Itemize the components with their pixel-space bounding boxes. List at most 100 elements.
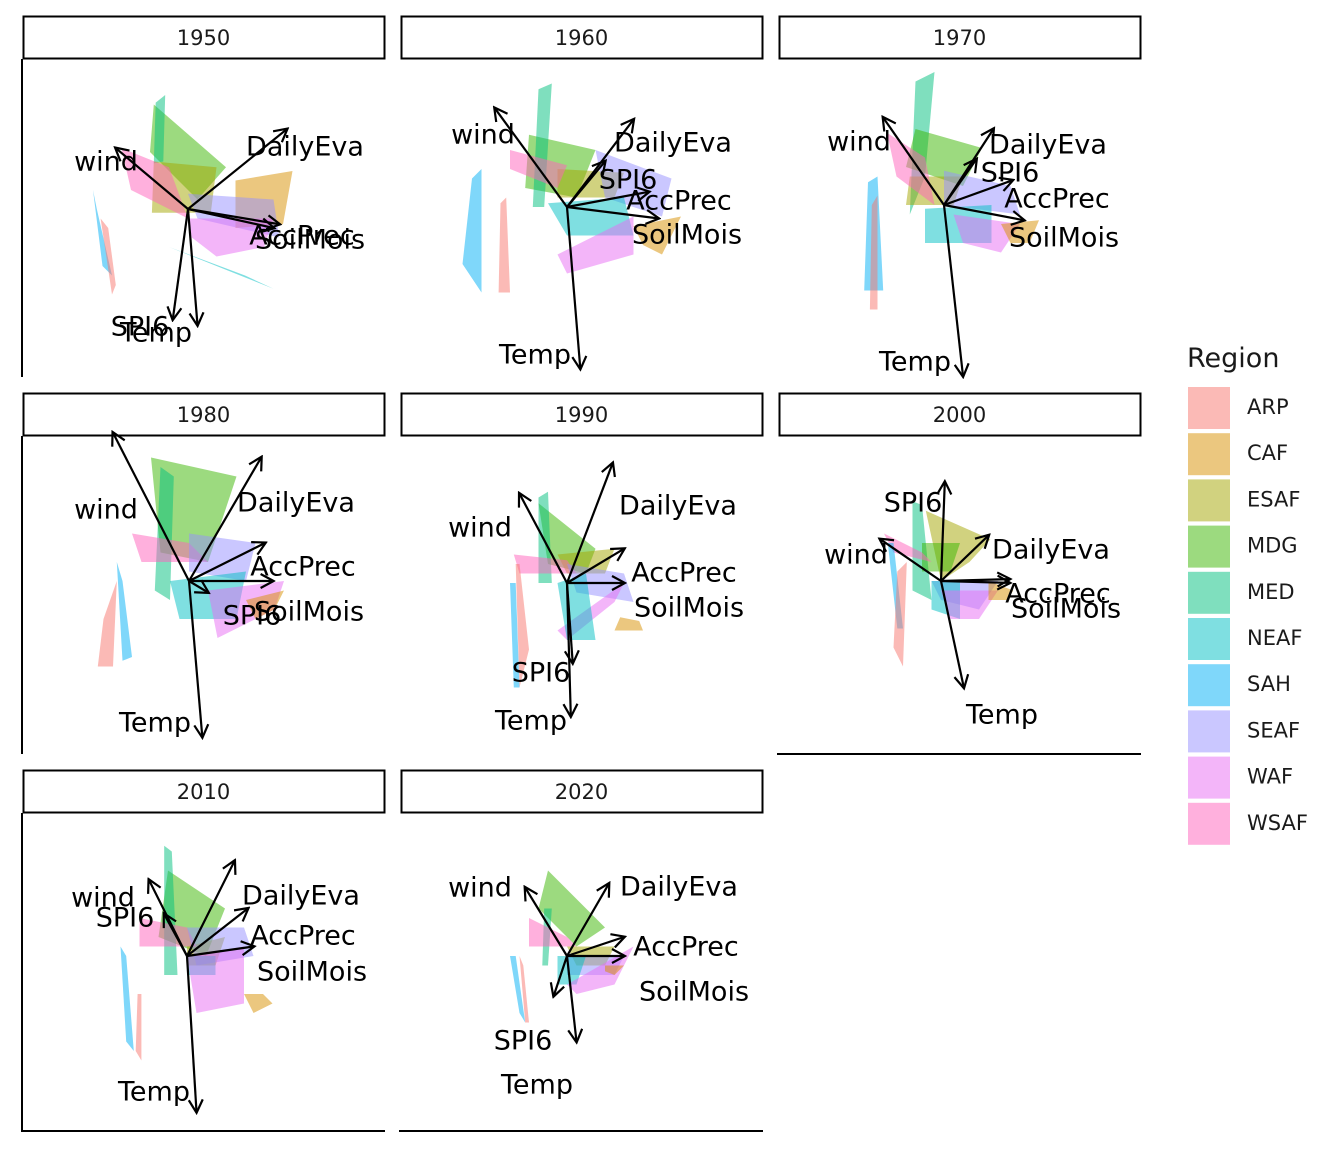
legend-label: SEAF bbox=[1247, 718, 1300, 742]
loading-arrow-temp bbox=[187, 580, 202, 737]
arrow-label-wind: wind bbox=[74, 147, 138, 178]
arrow-label-temp: Temp bbox=[119, 318, 192, 349]
legend-label: NEAF bbox=[1247, 626, 1302, 650]
arrow-label-wind: wind bbox=[74, 495, 138, 526]
hull-waf bbox=[187, 946, 244, 1013]
arrow-label-wind: wind bbox=[448, 513, 512, 544]
arrow-label-accprec: AccPrec bbox=[250, 921, 355, 952]
hull-wsaf bbox=[139, 918, 197, 947]
hull-mdg bbox=[538, 870, 605, 947]
arrow-label-dailyeva: DailyEva bbox=[619, 491, 737, 522]
hull-caf bbox=[1001, 220, 1039, 243]
hull-waf bbox=[941, 590, 998, 619]
loading-arrow-spi6 bbox=[943, 159, 976, 206]
facet-strip bbox=[400, 392, 764, 437]
hull-arp bbox=[135, 994, 142, 1061]
loading-arrow-soilmois bbox=[186, 947, 254, 958]
legend-swatch bbox=[1188, 433, 1230, 476]
legend-swatch bbox=[1188, 756, 1230, 799]
hull-wsaf bbox=[887, 132, 935, 205]
loading-arrow-wind bbox=[495, 108, 568, 208]
facet-strip bbox=[400, 769, 764, 814]
arrow-label-spi6: SPI6 bbox=[512, 658, 571, 689]
arrow-label-temp: Temp bbox=[118, 708, 191, 739]
loading-arrow-wind bbox=[520, 494, 568, 584]
facet-strip bbox=[778, 15, 1142, 60]
facet-strip-label: 2000 bbox=[933, 403, 986, 427]
legend-item-arp: ARP bbox=[1188, 387, 1289, 429]
loading-arrow-soilmois bbox=[187, 207, 274, 228]
loading-arrow-dailyeva bbox=[566, 884, 609, 957]
hull-arp bbox=[515, 564, 529, 688]
arrow-label-soilmois: SoilMois bbox=[257, 957, 367, 988]
legend-item-esaf: ESAF bbox=[1188, 479, 1300, 522]
hull-wsaf bbox=[884, 533, 932, 562]
loading-arrow-accprec bbox=[943, 180, 1012, 207]
arrow-label-dailyeva: DailyEva bbox=[614, 128, 732, 159]
legend-swatch bbox=[1188, 571, 1230, 614]
arrow-label-accprec: AccPrec bbox=[633, 932, 738, 963]
legend-label: ESAF bbox=[1247, 487, 1300, 511]
hull-arp bbox=[519, 956, 529, 1023]
arrow-label-wind: wind bbox=[827, 127, 891, 158]
legend-swatch bbox=[1188, 618, 1230, 660]
arrow-label-accprec: AccPrec bbox=[631, 558, 736, 589]
facet-strip bbox=[22, 769, 386, 814]
hull-seaf bbox=[944, 170, 1020, 215]
facet-strip-label: 1950 bbox=[177, 26, 230, 50]
loading-arrow-dailyeva bbox=[187, 129, 287, 210]
arrow-label-spi6: SPI6 bbox=[111, 312, 170, 343]
facet-strip bbox=[22, 392, 386, 437]
loading-arrow-wind bbox=[883, 118, 945, 206]
loading-arrow-spi6 bbox=[188, 581, 208, 592]
legend-swatch bbox=[1188, 664, 1230, 707]
legend-item-seaf: SEAF bbox=[1188, 710, 1300, 753]
hull-caf bbox=[246, 590, 284, 619]
hull-waf bbox=[557, 216, 634, 274]
hull-seaf bbox=[189, 533, 256, 581]
loading-arrow-temp bbox=[565, 955, 577, 1042]
legend-label: CAF bbox=[1247, 441, 1288, 465]
arrow-label-soilmois: SoilMois bbox=[639, 977, 749, 1008]
hull-sah bbox=[510, 583, 520, 688]
loading-arrow-accprec bbox=[566, 549, 624, 584]
loading-arrow-soilmois bbox=[940, 581, 1009, 583]
arrow-label-dailyeva: DailyEva bbox=[246, 132, 364, 163]
loading-arrow-wind bbox=[880, 539, 942, 582]
legend-label: MDG bbox=[1247, 534, 1298, 558]
facet-strip-label: 1990 bbox=[555, 403, 608, 427]
loading-arrow-temp bbox=[567, 582, 571, 716]
hull-arp bbox=[100, 218, 116, 295]
arrow-label-temp: Temp bbox=[965, 700, 1038, 731]
arrow-label-wind: wind bbox=[448, 873, 512, 904]
loading-arrow-temp bbox=[185, 955, 197, 1112]
hull-arp bbox=[97, 581, 117, 667]
legend-item-sah: SAH bbox=[1188, 664, 1291, 707]
facet-panel-1990: 1990 wind DailyEva AccPrec SoilMois SPI6 Temp bbox=[400, 392, 764, 737]
loading-arrow-dailyeva bbox=[565, 463, 613, 584]
legend-swatch bbox=[1188, 710, 1230, 753]
arrow-label-temp: Temp bbox=[500, 1070, 573, 1101]
legend-label: WAF bbox=[1247, 765, 1293, 789]
hull-sah bbox=[93, 190, 112, 276]
arrow-label-soilmois: SoilMois bbox=[254, 597, 364, 628]
facet-strip-label: 2010 bbox=[177, 780, 230, 804]
facet-strip-label: 1970 bbox=[933, 26, 986, 50]
loading-arrow-wind bbox=[116, 148, 189, 210]
arrow-label-soilmois: SoilMois bbox=[1011, 594, 1121, 625]
legend-item-neaf: NEAF bbox=[1188, 618, 1302, 660]
legend-label: WSAF bbox=[1247, 811, 1308, 835]
legend-swatch bbox=[1188, 525, 1230, 568]
legend-item-waf: WAF bbox=[1188, 756, 1293, 799]
hull-sah bbox=[462, 169, 482, 293]
arrow-label-accprec: AccPrec bbox=[626, 186, 731, 217]
legend: Region ARP CAF ESAF MDG MED NEAF SAH SEAF WAF WSAF bbox=[1187, 343, 1308, 845]
hull-arp bbox=[869, 195, 878, 310]
hull-arp bbox=[893, 562, 907, 667]
loading-arrow-spi6 bbox=[173, 208, 190, 319]
arrow-label-accprec: AccPrec bbox=[1005, 579, 1110, 610]
